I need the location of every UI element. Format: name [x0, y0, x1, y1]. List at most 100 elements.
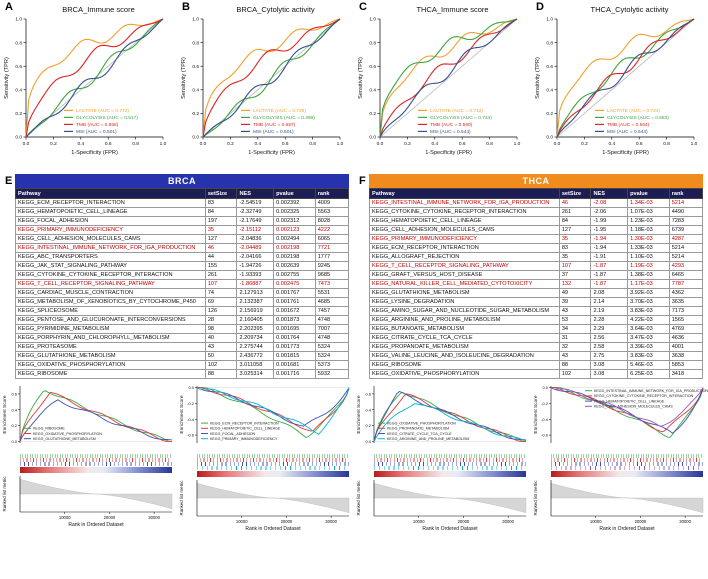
- gsea-legend-label: KEGG_PROPANOATE_METABOLISM: [387, 427, 449, 431]
- ranked-metric-area: [373, 483, 527, 513]
- gsea-panel-1: 0.0 0.2 0.4 0.6 Enrichment Score KEGG_RIBOSOM…: [0, 383, 177, 537]
- table-cell: 35: [558, 252, 592, 262]
- table-cell: KEGG_BUTANOATE_METABOLISM: [369, 324, 560, 334]
- table-row: KEGG_INTESTINAL_IMMUNE_NETWORK_FOR_IGA_P…: [15, 243, 350, 253]
- svg-text:0.8: 0.8: [192, 40, 199, 46]
- table-cell: KEGG_PROTEASOME: [15, 342, 206, 352]
- rug-row: [374, 454, 526, 458]
- gsea-es-curve: [550, 387, 704, 427]
- table-cell: 6065: [314, 234, 350, 244]
- table-cell: 3.83E-03: [627, 351, 670, 361]
- table-cell: 0.002123: [273, 225, 316, 235]
- table-row: KEGG_PORPHYRIN_AND_CHLOROPHYLL_METABOLIS…: [15, 333, 350, 343]
- gsea-es-curve: [196, 387, 350, 439]
- roc-legend-label: TMB (AUC = 0.590): [430, 122, 473, 128]
- table-cell: -2.04166: [236, 252, 275, 262]
- table-cell: KEGG_AMINO_SUGAR_AND_NUCLEOTIDE_SUGAR_ME…: [369, 306, 560, 316]
- panel-letter: B: [182, 1, 190, 13]
- table-cell: 44: [204, 252, 238, 262]
- table-cell: KEGG_RIBOSOME: [369, 360, 560, 370]
- table-row: KEGG_T_CELL_RECEPTOR_SIGNALING_PATHWAY 10…: [369, 261, 704, 271]
- svg-text:0.6: 0.6: [365, 391, 371, 396]
- hit-rug-rows: [551, 454, 703, 470]
- table-cell: 1.19E-03: [627, 261, 670, 271]
- table-cell: KEGG_CARDIAC_MUSCLE_CONTRACTION: [15, 288, 206, 298]
- hit-rug-rows: [20, 454, 172, 466]
- table-cell: KEGG_T_CELL_RECEPTOR_SIGNALING_PATHWAY: [15, 279, 206, 289]
- table-cell: 2.56: [590, 333, 629, 343]
- es-y-label: Enrichment Score: [533, 395, 539, 433]
- svg-text:0.0: 0.0: [188, 385, 194, 390]
- table-cell: -2.06: [590, 207, 629, 217]
- rug-row: [551, 466, 703, 470]
- table-cell: -1.95: [590, 225, 629, 235]
- table-cell: 0.002475: [273, 279, 316, 289]
- roc-legend-label: GLYCOLYSIS (AUC = 0.734): [430, 115, 492, 121]
- table-cell: 43: [558, 306, 592, 316]
- table-cell: KEGG_ECM_RECEPTOR_INTERACTION: [15, 198, 206, 208]
- roc-curve-msi: [25, 18, 164, 138]
- svg-text:0.8: 0.8: [132, 141, 139, 147]
- column-header: setSize: [204, 188, 238, 199]
- table-cell: KEGG_PRIMARY_IMMUNODEFICIENCY: [369, 234, 560, 244]
- svg-text:0.4: 0.4: [608, 141, 615, 147]
- table-cell: 1.17E-03: [627, 279, 670, 289]
- table-title-thca: THCA: [369, 174, 703, 188]
- gsea-legend-label: KEGG_FOCAL_ADHESION: [210, 432, 256, 436]
- table-cell: KEGG_JAK_STAT_SIGNALING_PATHWAY: [15, 261, 206, 271]
- table-cell: 5.46E-03: [627, 360, 670, 370]
- table-cell: KEGG_OXIDATIVE_PHOSPHORYLATION: [15, 360, 206, 370]
- svg-text:0.2: 0.2: [192, 111, 199, 117]
- table-cell: -2.54519: [236, 198, 275, 208]
- table-row: KEGG_CELL_ADHESION_MOLECULES_CAMS 127 -1.9…: [369, 225, 704, 235]
- svg-text:20000: 20000: [458, 519, 470, 524]
- table-cell: KEGG_SPLICEOSOME: [15, 306, 206, 316]
- svg-text:-0.6: -0.6: [541, 433, 549, 438]
- table-cell: 5853: [668, 360, 704, 370]
- table-cell: KEGG_ALLOGRAFT_REJECTION: [369, 252, 560, 262]
- roc-legend-label: GLYCOLYSIS (AUC = 0.517): [76, 115, 138, 121]
- svg-text:0.6: 0.6: [282, 141, 289, 147]
- table-cell: -2.32749: [236, 207, 275, 217]
- roc-curve-lactate: [202, 18, 341, 138]
- table-cell: 0.001672: [273, 306, 316, 316]
- table-cell: 9685: [314, 270, 350, 280]
- table-row: KEGG_CITRATE_CYCLE_TCA_CYCLE 31 2.56 3.47E-…: [369, 333, 704, 343]
- roc-legend-label: GLYCOLYSIS (AUC = 0.498): [253, 115, 315, 121]
- ranked-metric-plot: Ranked list metric 10000 20000 30000 Rank in…: [356, 480, 527, 532]
- rug-row: [197, 454, 349, 458]
- table-cell: 88: [558, 360, 592, 370]
- table-cell: 2.156919: [236, 306, 275, 316]
- svg-text:0.2: 0.2: [546, 111, 553, 117]
- roc-curve-lactate: [379, 18, 518, 138]
- table-cell: 37: [558, 270, 592, 280]
- table-cell: 32: [558, 342, 592, 352]
- table-cell: KEGG_PENTOSE_AND_GLUCURONATE_INTERCONVER…: [15, 315, 206, 325]
- panel-letter: E: [5, 175, 13, 187]
- gsea-x-label: Rank in Ordered Dataset: [68, 522, 124, 528]
- svg-text:0.6: 0.6: [636, 141, 643, 147]
- table-cell: 1.23E-03: [627, 216, 670, 226]
- table-row: KEGG_HEMATOPOIETIC_CELL_LINEAGE 84 -2.3274…: [15, 207, 350, 217]
- table-cell: KEGG_ARGININE_AND_PROLINE_METABOLISM: [369, 315, 560, 325]
- gsea-panel-2: -0.6 -0.4 -0.2 0.0 Enrichment Score KEGG_ECM_…: [177, 383, 354, 537]
- es-y-label: Enrichment Score: [356, 395, 362, 433]
- table-cell: 0.002755: [273, 270, 316, 280]
- table-cell: 35: [558, 234, 592, 244]
- pathway-table-panel-thca: F THCA Pathway setSize NES pvalue rank KEGG_INT…: [354, 174, 708, 379]
- table-cell: KEGG_CYTOKINE_CYTOKINE_RECEPTOR_INTERACT…: [15, 270, 206, 280]
- table-row: KEGG_GLUTATHIONE_METABOLISM 49 2.08 3.92E-0…: [369, 288, 704, 298]
- table-row: KEGG_HEMATOPOIETIC_CELL_LINEAGE 84 -1.99 1.…: [369, 216, 704, 226]
- table-cell: 132: [558, 279, 592, 289]
- table-cell: KEGG_NATURAL_KILLER_CELL_MEDIATED_CYTOTO…: [369, 279, 560, 289]
- roc-plot: 0.00.0 0.2 0.2 0.4 0.4 0.6 0.6 0.8 0.8 1.0 1.0 1-Sp…: [181, 17, 344, 156]
- table-cell: 4490: [668, 207, 704, 217]
- table-cell: 35: [204, 225, 238, 235]
- svg-text:0.0: 0.0: [546, 135, 553, 141]
- table-cell: 2.209734: [236, 333, 275, 343]
- roc-curve-msi: [379, 18, 518, 138]
- table-cell: 3635: [668, 297, 704, 307]
- roc-x-label: 1-Specificity (FPR): [425, 150, 472, 156]
- gsea-legend-label: KEGG_CITRATE_CYCLE_TCA_CYCLE: [387, 432, 452, 436]
- svg-text:0.0: 0.0: [365, 439, 371, 444]
